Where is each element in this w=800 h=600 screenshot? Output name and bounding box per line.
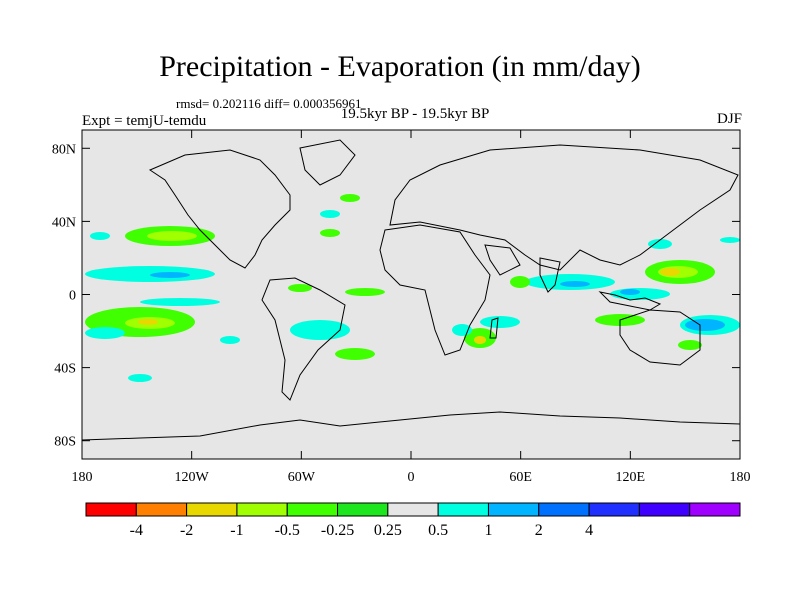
anomaly-wet-wpac-eq — [720, 237, 740, 243]
coast-australia — [619, 309, 701, 366]
colorbar-swatch — [638, 502, 691, 517]
lat-tick-label: 80S — [54, 435, 76, 450]
colorbar-label: 0.5 — [428, 522, 448, 539]
experiment-label: Expt = temjU-temdu — [82, 113, 207, 129]
colorbar-swatch — [286, 502, 339, 517]
colorbar-label: -1 — [230, 522, 243, 539]
anomaly-wet-npac-core — [150, 272, 190, 278]
colorbar-swatch — [538, 502, 590, 517]
lon-tick-label: 180 — [730, 470, 751, 485]
anomaly-dry-satl — [335, 348, 375, 360]
anomaly-wet-spcz-core — [685, 319, 725, 331]
lon-tick-label: 120E — [616, 470, 646, 485]
anomaly-dry-wpac-peak — [660, 268, 680, 276]
anomaly-dry-spac-peak — [138, 319, 158, 325]
colorbar-label: -4 — [130, 522, 143, 539]
season-label: DJF — [716, 111, 742, 127]
colorbar-label: 4 — [585, 522, 593, 539]
anomaly-wet-spac-2 — [220, 336, 240, 344]
period-label: 19.5kyr BP - 19.5kyr BP — [340, 106, 490, 122]
coast-eurasia — [389, 144, 739, 271]
lon-tick-label: 60E — [509, 470, 532, 485]
coast-antarctica — [81, 411, 741, 441]
colorbar-swatch — [135, 502, 188, 517]
colorbar-swatch — [437, 502, 489, 517]
lat-tick-label: 0 — [69, 289, 76, 304]
colorbar-label: -0.25 — [321, 522, 354, 539]
coast-africa — [379, 224, 491, 356]
anomaly-dry-safrica-core — [474, 336, 486, 344]
anomaly-wet-spac — [85, 327, 125, 339]
anomaly-wet-nepac — [90, 232, 110, 240]
colorbar: -4 -2 -1 -0.5 -0.25 0.25 0.5 1 2 4 — [85, 502, 741, 539]
anomaly-wet-ne-tropics — [140, 298, 220, 306]
lon-tick-label: 120W — [175, 470, 210, 485]
coast-madagascar — [489, 317, 499, 339]
colorbar-label: -2 — [180, 522, 193, 539]
colorbar-swatch — [337, 502, 389, 517]
lat-tick-label: 80N — [52, 142, 76, 157]
lat-tick-label: 40S — [54, 362, 76, 377]
lat-axis: 80N 40N 0 40S 80S — [52, 142, 740, 450]
colorbar-swatch — [186, 502, 238, 517]
anomaly-dry-natl-2 — [320, 229, 340, 237]
map-plot — [81, 129, 741, 460]
colorbar-swatch — [85, 502, 137, 517]
coast-south-america — [261, 277, 346, 401]
chart-title: Precipitation - Evaporation (in mm/day) — [159, 50, 641, 83]
anomaly-wet-npac — [85, 266, 215, 282]
coast-arabia — [484, 244, 521, 276]
lon-tick-label: 0 — [408, 470, 415, 485]
anomaly-dry-samerica — [288, 284, 312, 292]
anomaly-wet-sw-indian — [480, 316, 520, 328]
coast-greenland — [299, 139, 356, 186]
anomaly-wet-safrica — [452, 324, 472, 336]
colorbar-swatch — [387, 502, 439, 517]
lon-tick-label: 60W — [288, 470, 316, 485]
anomaly-dry-npac-2 — [147, 231, 197, 241]
colorbar-label: 2 — [535, 522, 543, 539]
anomaly-wet-sepac — [128, 374, 152, 382]
coastlines — [81, 139, 741, 441]
coast-north-america — [148, 149, 291, 269]
anomaly-dry-trop-atl — [345, 288, 385, 296]
coast-india — [539, 257, 561, 293]
colorbar-swatch — [487, 502, 540, 517]
colorbar-swatch — [588, 502, 640, 517]
colorbar-label: 1 — [484, 522, 492, 539]
colorbar-swatch — [236, 502, 288, 517]
colorbar-swatch — [689, 502, 741, 517]
colorbar-label: 0.25 — [374, 522, 402, 539]
lon-axis: 180 120W 60W 0 60E 120E 180 — [72, 130, 751, 485]
anomaly-wet-indian-core — [560, 281, 590, 287]
stats-text: rmsd= 0.202116 diff= 0.000356961 — [176, 96, 362, 111]
lat-tick-label: 40N — [52, 215, 76, 230]
anomaly-wet-maritime-core — [620, 289, 640, 295]
coast-indonesia — [598, 291, 662, 311]
colorbar-label: -0.5 — [275, 522, 300, 539]
lon-tick-label: 180 — [72, 470, 93, 485]
anomaly-wet-nw-pac — [648, 239, 672, 249]
anomaly-dry-spcz — [678, 340, 702, 350]
anomaly-dry-natl — [340, 194, 360, 202]
anomaly-dry-indian — [510, 276, 530, 288]
anomaly-wet-natl — [320, 210, 340, 218]
